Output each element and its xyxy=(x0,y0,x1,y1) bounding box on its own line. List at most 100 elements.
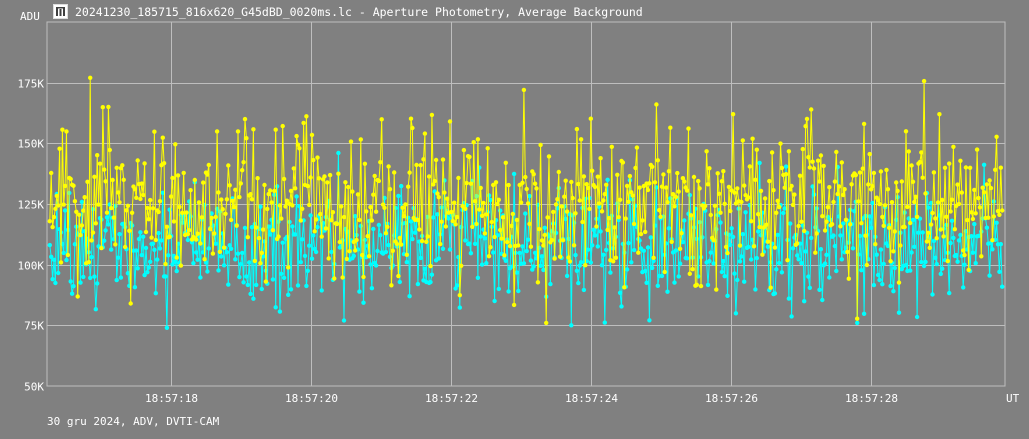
data-point xyxy=(404,260,409,265)
data-point xyxy=(845,249,850,255)
data-point xyxy=(346,184,351,190)
data-point xyxy=(191,261,196,266)
data-point xyxy=(464,180,469,186)
data-point xyxy=(408,219,414,224)
data-point xyxy=(267,188,273,193)
data-point xyxy=(735,277,740,283)
data-point xyxy=(725,250,730,256)
data-point xyxy=(941,234,946,239)
data-point xyxy=(58,260,64,265)
data-point xyxy=(506,289,511,294)
data-point xyxy=(609,144,614,149)
data-point xyxy=(467,241,472,246)
data-point xyxy=(789,314,794,319)
data-point xyxy=(647,181,652,186)
data-point xyxy=(705,182,711,187)
data-point xyxy=(973,211,978,216)
data-point xyxy=(463,238,468,243)
data-point xyxy=(104,215,110,220)
data-point xyxy=(415,281,421,287)
data-point xyxy=(856,199,861,204)
data-point xyxy=(230,198,235,203)
data-point xyxy=(53,206,58,211)
data-point xyxy=(167,234,172,239)
data-point xyxy=(848,207,853,213)
data-point xyxy=(839,160,844,165)
data-point xyxy=(949,197,955,202)
data-point xyxy=(981,190,987,195)
data-point xyxy=(855,320,860,326)
data-point xyxy=(511,302,517,308)
data-point xyxy=(592,233,598,238)
data-point xyxy=(595,174,600,179)
data-point xyxy=(728,242,733,248)
data-point xyxy=(880,282,885,287)
data-point xyxy=(467,154,472,160)
data-point xyxy=(969,210,974,215)
data-point xyxy=(581,287,587,293)
data-point xyxy=(233,257,238,262)
data-point xyxy=(348,139,354,144)
data-point xyxy=(825,205,831,210)
data-point xyxy=(604,182,609,187)
data-point xyxy=(332,276,337,281)
data-point xyxy=(210,251,216,256)
data-point xyxy=(604,247,609,253)
data-point xyxy=(248,291,253,297)
window-title: 20241230_185715_816x620_G45dBD_0020ms.lc… xyxy=(75,5,643,19)
data-point xyxy=(726,184,732,190)
data-point xyxy=(403,220,408,226)
data-point xyxy=(351,253,356,259)
data-point xyxy=(650,265,655,271)
data-point xyxy=(820,214,825,219)
data-point xyxy=(208,226,213,232)
data-point xyxy=(602,191,607,197)
data-point xyxy=(65,252,71,258)
title-bar: 20241230_185715_816x620_G45dBD_0020ms.lc… xyxy=(0,0,1029,24)
data-point xyxy=(61,250,66,256)
data-point xyxy=(838,233,843,238)
data-point xyxy=(138,196,143,202)
data-point xyxy=(202,257,207,262)
data-point xyxy=(682,179,687,184)
data-point xyxy=(691,225,697,230)
data-point xyxy=(132,285,138,290)
x-tick-label: 18:57:28 xyxy=(845,392,898,405)
data-point xyxy=(641,183,646,189)
data-point xyxy=(803,124,808,129)
data-point xyxy=(520,180,525,185)
data-point xyxy=(503,258,508,263)
data-point xyxy=(475,137,481,142)
y-tick-label: 125K xyxy=(18,199,45,212)
x-tick-label: 18:57:22 xyxy=(425,392,478,405)
data-point xyxy=(262,182,267,188)
data-point xyxy=(237,274,242,280)
data-point xyxy=(984,182,990,187)
data-point xyxy=(417,227,422,232)
data-point xyxy=(233,187,238,192)
data-point xyxy=(378,233,383,238)
data-point xyxy=(418,163,423,168)
data-point xyxy=(386,242,391,248)
data-point xyxy=(195,231,200,236)
data-point xyxy=(647,318,652,323)
data-point xyxy=(549,237,554,243)
data-point xyxy=(376,222,382,228)
data-point xyxy=(300,206,305,211)
data-point xyxy=(291,166,296,171)
data-point xyxy=(198,241,203,246)
data-point xyxy=(219,197,224,202)
data-point xyxy=(528,258,534,263)
data-point xyxy=(689,213,694,218)
data-point xyxy=(684,188,690,193)
data-point xyxy=(505,239,510,245)
data-point xyxy=(965,217,970,223)
data-point xyxy=(62,183,68,189)
data-point xyxy=(457,305,462,310)
data-point xyxy=(531,264,536,269)
data-point xyxy=(984,225,990,230)
data-point xyxy=(772,291,778,296)
data-point xyxy=(138,230,143,235)
